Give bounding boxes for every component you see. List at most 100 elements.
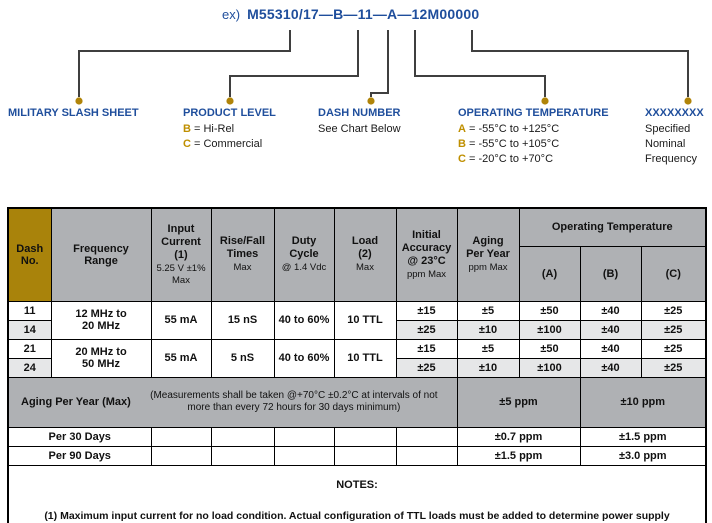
callout-title: PRODUCT LEVEL	[183, 107, 276, 119]
option-text: Nominal	[645, 138, 686, 150]
header-rise-fall: Rise/Fall Times Max	[210, 207, 275, 302]
header-main: Aging Per Year	[466, 235, 510, 261]
filler-cell	[333, 445, 397, 466]
header-load: Load (2) Max	[333, 207, 397, 302]
callout-title: OPERATING TEMPERATURE	[458, 107, 609, 119]
cell-dash: 11	[7, 300, 52, 321]
header-main: Input Current (1)	[161, 222, 201, 261]
table-row-dash-11: 11 12 MHz to 20 MHz 55 mA 15 nS 40 to 60…	[7, 300, 707, 340]
cell-aging: ±10	[456, 319, 520, 340]
notes-block: NOTES: (1) Maximum input current for no …	[7, 464, 707, 523]
per-value-left: ±1.5 ppm	[456, 445, 581, 466]
cell-temp-b: ±40	[579, 300, 642, 321]
filler-cell	[150, 426, 212, 447]
per-period-label: Per 90 Days	[7, 445, 152, 466]
table-row-per-30-days: Per 30 Days ±0.7 ppm ±1.5 ppm	[7, 426, 707, 447]
part-number: M55310/17—B—11—A—12M00000	[247, 6, 480, 22]
connector-dot	[367, 97, 375, 105]
connector-line-op-temp	[414, 30, 546, 97]
cell-temp-c: ±25	[640, 357, 707, 378]
connector-line-dash-number	[370, 30, 389, 97]
option-text: Specified	[645, 123, 691, 135]
cell-accuracy: ±25	[395, 357, 458, 378]
filler-cell	[210, 426, 275, 447]
part-number-callout-lines	[75, 30, 692, 105]
callout-dash-number: DASH NUMBER See Chart Below	[318, 107, 401, 137]
filler-cell	[273, 445, 335, 466]
connector-dot	[226, 97, 234, 105]
header-sub: Max	[356, 262, 374, 274]
cell-temp-a: ±100	[518, 319, 581, 340]
cell-accuracy: ±25	[395, 319, 458, 340]
table-row-dash-14: 14 ±25 ±10 ±100 ±40 ±25	[7, 319, 707, 340]
aging-header-row: Aging Per Year (Max) (Measurements shall…	[7, 376, 707, 428]
header-sub: Max	[233, 262, 252, 274]
header-grade-a: (A)	[518, 245, 581, 302]
filler-cell	[395, 445, 458, 466]
table-row-per-90-days: Per 90 Days ±1.5 ppm ±3.0 ppm	[7, 445, 707, 466]
header-aging-per-year: Aging Per Year ppm Max	[456, 207, 520, 302]
example-prefix: ex)	[222, 7, 241, 22]
connector-dot	[75, 97, 83, 105]
callout-military-slash-sheet: MILITARY SLASH SHEET	[8, 107, 139, 122]
cell-temp-c: ±25	[640, 319, 707, 340]
header-initial-accuracy: Initial Accuracy @ 23°C ppm Max	[395, 207, 458, 302]
header-dash-no: Dash No.	[7, 207, 52, 302]
cell-risefall: 5 nS	[210, 338, 275, 378]
callout-line: Nominal	[645, 137, 704, 152]
note-number: (1)	[44, 509, 58, 522]
cell-dash: 24	[7, 357, 52, 378]
header-main: Rise/Fall Times	[219, 235, 266, 261]
aging-value-right: ±10 ppm	[579, 376, 707, 428]
cell-duty: 40 to 60%	[273, 338, 335, 378]
option-text: = -55°C to +105°C	[465, 138, 560, 150]
aging-label: Aging Per Year (Max)	[21, 396, 131, 408]
notes-title: NOTES:	[336, 478, 378, 491]
aging-note: (Measurements shall be taken @+70°C ±0.2…	[150, 389, 438, 414]
callout-title: MILITARY SLASH SHEET	[8, 107, 139, 119]
option-text: = -20°C to +70°C	[465, 153, 554, 165]
callout-line: C = -20°C to +70°C	[458, 152, 609, 167]
header-grade-b: (B)	[579, 245, 642, 302]
option-letter: B	[183, 123, 191, 135]
aging-value-left: ±5 ppm	[456, 376, 581, 428]
callout-line: Frequency	[645, 152, 704, 167]
cell-accuracy: ±15	[395, 338, 458, 359]
filler-cell	[210, 445, 275, 466]
callout-line: B = -55°C to +105°C	[458, 137, 609, 152]
callout-title: DASH NUMBER	[318, 107, 401, 119]
header-duty-cycle: Duty Cycle @ 1.4 Vdc	[273, 207, 335, 302]
callout-line: A = -55°C to +125°C	[458, 122, 609, 137]
option-letter: B	[458, 138, 466, 150]
cell-aging: ±10	[456, 357, 520, 378]
cell-current: 55 mA	[150, 300, 212, 340]
header-sub: ppm Max	[406, 268, 447, 280]
filler-cell	[150, 445, 212, 466]
cell-temp-c: ±25	[640, 338, 707, 359]
header-grade-c: (C)	[640, 245, 707, 302]
callout-line: See Chart Below	[318, 122, 401, 137]
cell-temp-b: ±40	[579, 338, 642, 359]
cell-temp-a: ±100	[518, 357, 581, 378]
note-text: Maximum input current for no load condit…	[60, 509, 670, 522]
per-value-right: ±3.0 ppm	[579, 445, 707, 466]
aging-label-cell: Aging Per Year (Max) (Measurements shall…	[7, 376, 458, 428]
header-row-top: Dash No. Frequency Range Input Current (…	[7, 207, 707, 302]
option-text: = Commercial	[190, 138, 263, 150]
per-period-label: Per 30 Days	[7, 426, 152, 447]
spec-table: Dash No. Frequency Range Input Current (…	[7, 207, 708, 523]
table-row-dash-21: 21 20 MHz to 50 MHz 55 mA 5 nS 40 to 60%…	[7, 338, 707, 378]
cell-duty: 40 to 60%	[273, 300, 335, 340]
filler-cell	[333, 426, 397, 447]
header-sub: 5.25 V ±1% Max	[156, 262, 206, 286]
option-text: = -55°C to +125°C	[465, 123, 560, 135]
option-text: See Chart Below	[318, 123, 401, 135]
cell-current: 55 mA	[150, 338, 212, 378]
header-main: Load (2)	[351, 235, 379, 261]
header-sub: @ 1.4 Vdc	[281, 262, 327, 274]
cell-temp-a: ±50	[518, 338, 581, 359]
cell-temp-b: ±40	[579, 319, 642, 340]
cell-accuracy: ±15	[395, 300, 458, 321]
callout-product-level: PRODUCT LEVEL B = Hi-Rel C = Commercial	[183, 107, 276, 152]
